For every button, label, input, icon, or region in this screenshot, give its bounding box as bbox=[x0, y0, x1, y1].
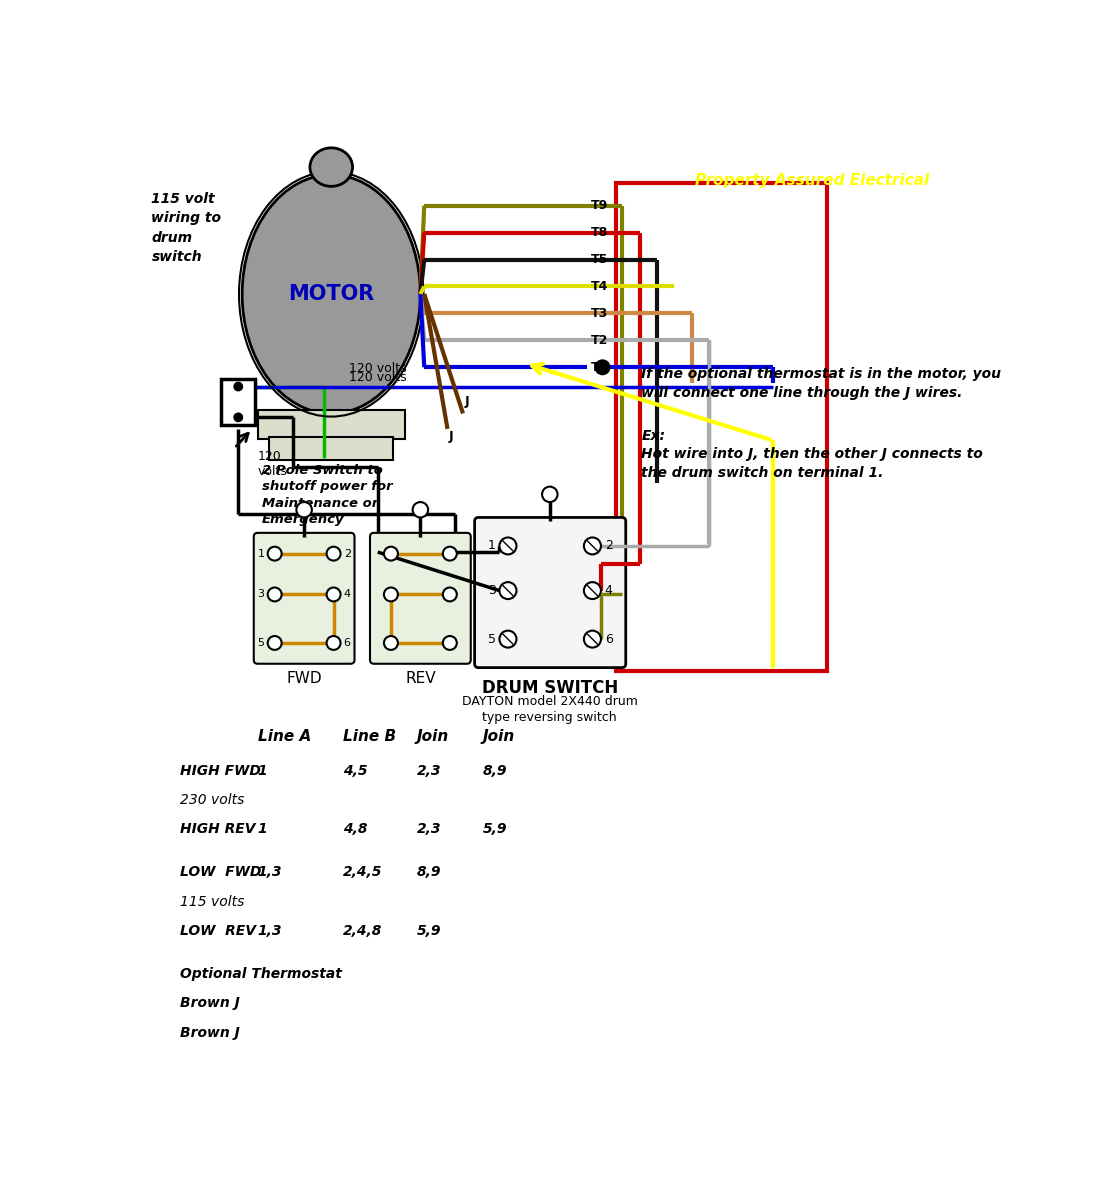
Text: 120 volts: 120 volts bbox=[349, 362, 407, 374]
Circle shape bbox=[327, 636, 341, 650]
Circle shape bbox=[499, 538, 517, 554]
Text: T5: T5 bbox=[591, 253, 608, 266]
Text: T1: T1 bbox=[591, 361, 608, 373]
Circle shape bbox=[595, 360, 609, 374]
Text: T9: T9 bbox=[591, 199, 608, 212]
FancyBboxPatch shape bbox=[370, 533, 471, 664]
Text: HIGH FWD: HIGH FWD bbox=[180, 764, 261, 778]
Text: If the optional thermostat is in the motor, you
will connect one line through th: If the optional thermostat is in the mot… bbox=[641, 367, 1001, 400]
Text: Line B: Line B bbox=[343, 730, 396, 744]
Text: Ex:
Hot wire into J, then the other J connects to
the drum switch on terminal 1.: Ex: Hot wire into J, then the other J co… bbox=[641, 428, 983, 480]
Text: 2: 2 bbox=[605, 540, 613, 552]
Circle shape bbox=[267, 547, 282, 560]
Ellipse shape bbox=[310, 148, 353, 186]
Circle shape bbox=[499, 582, 517, 599]
Text: 4,5: 4,5 bbox=[343, 764, 367, 778]
FancyBboxPatch shape bbox=[221, 379, 255, 425]
Text: 115 volts: 115 volts bbox=[180, 895, 244, 908]
Text: 4,8: 4,8 bbox=[343, 822, 367, 836]
Text: REV: REV bbox=[405, 672, 436, 686]
Circle shape bbox=[384, 588, 398, 601]
Text: 5,9: 5,9 bbox=[483, 822, 507, 836]
Circle shape bbox=[267, 588, 282, 601]
Text: Property Assured Electrical: Property Assured Electrical bbox=[694, 174, 928, 188]
Text: DRUM SWITCH: DRUM SWITCH bbox=[482, 679, 618, 697]
Circle shape bbox=[584, 631, 601, 648]
Text: 1: 1 bbox=[257, 548, 265, 559]
Text: 1: 1 bbox=[487, 540, 495, 552]
Text: 8,9: 8,9 bbox=[417, 865, 441, 880]
Circle shape bbox=[443, 588, 456, 601]
Circle shape bbox=[296, 502, 312, 517]
Text: 2,3: 2,3 bbox=[417, 764, 441, 778]
Text: 230 volts: 230 volts bbox=[180, 793, 244, 808]
Text: T2: T2 bbox=[591, 334, 608, 347]
Text: T8: T8 bbox=[591, 226, 608, 239]
Circle shape bbox=[443, 547, 456, 560]
FancyBboxPatch shape bbox=[254, 533, 354, 664]
Circle shape bbox=[584, 538, 601, 554]
Text: 2: 2 bbox=[343, 548, 351, 559]
Circle shape bbox=[327, 588, 341, 601]
Text: LOW  FWD: LOW FWD bbox=[180, 865, 262, 880]
Text: T4: T4 bbox=[591, 280, 608, 293]
Circle shape bbox=[584, 582, 601, 599]
Text: Line A: Line A bbox=[257, 730, 311, 744]
Text: 4: 4 bbox=[605, 584, 613, 598]
Text: T3: T3 bbox=[591, 307, 608, 320]
Text: 3: 3 bbox=[257, 589, 265, 600]
Text: FWD: FWD bbox=[286, 672, 322, 686]
Text: 6: 6 bbox=[343, 638, 351, 648]
Circle shape bbox=[499, 631, 517, 648]
Circle shape bbox=[443, 636, 456, 650]
Circle shape bbox=[267, 636, 282, 650]
Text: DAYTON model 2X440 drum
type reversing switch: DAYTON model 2X440 drum type reversing s… bbox=[462, 695, 638, 724]
Text: 4: 4 bbox=[343, 589, 351, 600]
Text: J: J bbox=[449, 430, 453, 443]
FancyBboxPatch shape bbox=[257, 409, 405, 439]
Text: 1,3: 1,3 bbox=[257, 924, 282, 938]
Text: LOW  REV: LOW REV bbox=[180, 924, 256, 938]
Text: Brown J: Brown J bbox=[180, 996, 240, 1010]
Text: 3: 3 bbox=[487, 584, 495, 598]
Circle shape bbox=[412, 502, 428, 517]
Text: 6: 6 bbox=[605, 632, 613, 646]
Text: Optional Thermostat: Optional Thermostat bbox=[180, 967, 342, 982]
Text: 2,3: 2,3 bbox=[417, 822, 441, 836]
Circle shape bbox=[234, 383, 242, 390]
Text: 1: 1 bbox=[257, 822, 267, 836]
Text: Join: Join bbox=[483, 730, 515, 744]
FancyBboxPatch shape bbox=[270, 437, 394, 460]
Text: 2,4,8: 2,4,8 bbox=[343, 924, 383, 938]
Text: 120
volts: 120 volts bbox=[257, 450, 287, 478]
Text: Brown J: Brown J bbox=[180, 1026, 240, 1039]
Text: 5: 5 bbox=[487, 632, 495, 646]
Text: 1: 1 bbox=[257, 764, 267, 778]
Text: Join: Join bbox=[417, 730, 449, 744]
Text: 8,9: 8,9 bbox=[483, 764, 507, 778]
Circle shape bbox=[542, 487, 558, 502]
Circle shape bbox=[384, 547, 398, 560]
Text: 5: 5 bbox=[257, 638, 265, 648]
FancyBboxPatch shape bbox=[474, 517, 626, 667]
Circle shape bbox=[327, 547, 341, 560]
Circle shape bbox=[384, 636, 398, 650]
Ellipse shape bbox=[242, 175, 420, 414]
Text: 5,9: 5,9 bbox=[417, 924, 441, 938]
Text: J: J bbox=[464, 396, 470, 408]
Text: 2 Pole Switch to
shutoff power for
Maintenance or
Emergency: 2 Pole Switch to shutoff power for Maint… bbox=[262, 463, 392, 526]
Text: 115 volt
wiring to
drum
switch: 115 volt wiring to drum switch bbox=[152, 192, 221, 264]
Text: 120 volts: 120 volts bbox=[349, 371, 407, 384]
Circle shape bbox=[234, 414, 242, 421]
Text: HIGH REV: HIGH REV bbox=[180, 822, 255, 836]
Text: MOTOR: MOTOR bbox=[288, 284, 374, 304]
Text: 2,4,5: 2,4,5 bbox=[343, 865, 383, 880]
Text: 1,3: 1,3 bbox=[257, 865, 282, 880]
